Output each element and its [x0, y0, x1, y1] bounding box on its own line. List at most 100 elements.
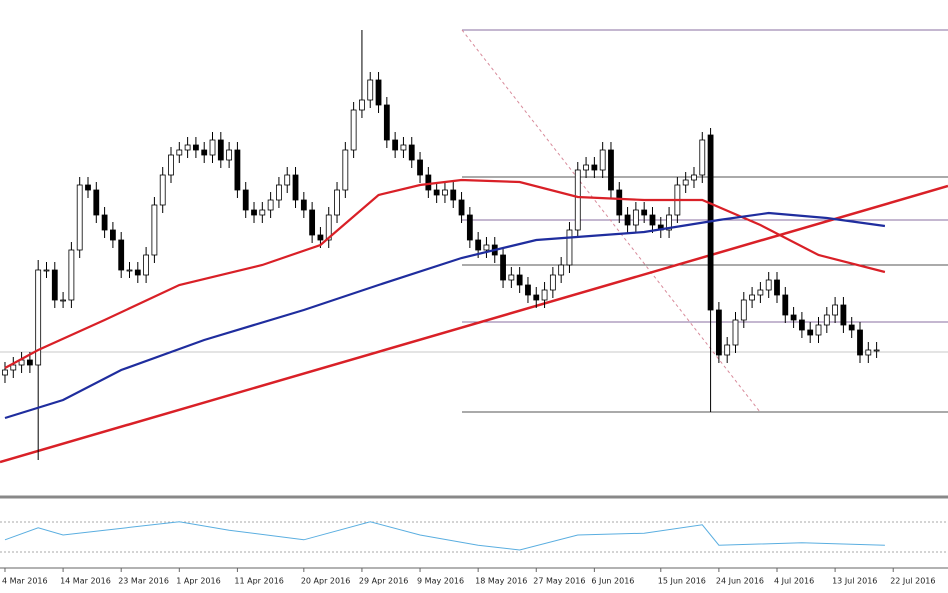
candle-body: [309, 209, 316, 236]
candle-body: [101, 214, 108, 231]
candle-body: [276, 184, 282, 201]
candle-body: [176, 149, 183, 156]
candles: [2, 30, 880, 460]
candle-body: [774, 279, 780, 296]
x-tick-label: 27 May 2016: [533, 577, 585, 586]
candle-body: [193, 144, 199, 151]
candle-body: [2, 369, 8, 376]
candle-body: [699, 139, 706, 176]
candle-body: [798, 319, 805, 331]
candle-body: [533, 294, 540, 301]
candle-body: [458, 199, 465, 216]
candle-body: [93, 189, 100, 216]
candle-body: [840, 304, 847, 326]
candle-body: [765, 279, 772, 291]
candle-body: [749, 294, 755, 301]
x-tick-label: 20 Apr 2016: [301, 577, 350, 586]
candle-body: [400, 144, 407, 151]
candle-body: [259, 209, 266, 216]
candle-body: [807, 329, 814, 336]
candle-body: [857, 329, 863, 356]
candle-body: [168, 154, 174, 176]
candle-body: [475, 239, 482, 251]
candle-body: [583, 164, 589, 171]
candle-body: [873, 349, 880, 352]
x-tick-label: 4 Mar 2016: [2, 577, 48, 586]
candle-body: [832, 304, 839, 316]
candle-body: [118, 239, 125, 271]
moving-average: [4, 211, 886, 420]
candle-body: [608, 149, 614, 191]
candle-body: [334, 189, 340, 216]
candle-body: [815, 324, 822, 336]
candle-body: [359, 99, 365, 111]
x-tick-label: 4 Jul 2016: [774, 577, 814, 586]
x-tick-label: 11 Apr 2016: [234, 577, 283, 586]
candle-body: [226, 149, 233, 161]
drawings: [0, 29, 948, 464]
candle-body: [649, 214, 656, 226]
candle-body: [408, 144, 415, 161]
x-tick-label: 29 Apr 2016: [359, 577, 408, 586]
candle-body: [68, 249, 75, 301]
candle-body: [425, 174, 432, 191]
candle-body: [682, 179, 689, 186]
candle-body: [201, 149, 208, 156]
candle-body: [566, 229, 573, 266]
candle-body: [691, 174, 697, 181]
candle-body: [525, 284, 531, 296]
candle-body: [26, 359, 33, 366]
candle-body: [632, 209, 639, 226]
candle-body: [823, 314, 830, 326]
x-tick-label: 24 Jun 2016: [716, 577, 764, 586]
candle-body: [209, 139, 216, 156]
candle-body: [591, 164, 598, 171]
x-tick-label: 14 Mar 2016: [60, 577, 111, 586]
candle-body: [757, 289, 764, 296]
candle-body: [367, 79, 374, 101]
candle-body: [10, 364, 17, 371]
x-tick-label: 13 Jul 2016: [832, 577, 877, 586]
candle-body: [350, 109, 357, 151]
candle-body: [549, 274, 556, 291]
candle-body: [417, 159, 423, 176]
candle-body: [325, 214, 332, 241]
candle-body: [35, 269, 42, 366]
candle-body: [126, 269, 133, 272]
candle-body: [558, 264, 565, 276]
x-tick-label: 22 Jul 2016: [890, 577, 935, 586]
candle-body: [715, 309, 722, 356]
candle-body: [392, 139, 399, 151]
candle-body: [790, 314, 797, 321]
candle-body: [483, 244, 490, 251]
x-tick-label: 9 May 2016: [417, 577, 464, 586]
candle-body: [143, 254, 150, 276]
candle-body: [51, 269, 58, 301]
candle-body: [375, 79, 382, 106]
candle-body: [442, 189, 448, 196]
x-tick-label: 6 Jun 2016: [591, 577, 634, 586]
candle-body: [865, 349, 872, 356]
candle-body: [616, 189, 623, 216]
candle-body: [292, 174, 299, 201]
candle-body: [848, 324, 855, 331]
candle-body: [184, 144, 191, 151]
x-tick-label: 23 Mar 2016: [118, 577, 169, 586]
candle-body: [151, 204, 158, 256]
candle-body: [599, 149, 606, 171]
candle-body: [724, 344, 731, 356]
x-tick-label: 15 Jun 2016: [658, 577, 706, 586]
candle-body: [242, 189, 249, 211]
candle-body: [217, 139, 224, 161]
candle-body: [85, 184, 91, 191]
candle-body: [109, 229, 116, 241]
candle-body: [383, 104, 390, 141]
x-tick-label: 18 May 2016: [475, 577, 527, 586]
candle-body: [43, 269, 50, 272]
candle-body: [234, 149, 241, 191]
candle-body: [508, 274, 515, 281]
candle-body: [342, 149, 349, 191]
candle-body: [134, 269, 141, 276]
candle-body: [500, 254, 506, 281]
candle-body: [60, 299, 66, 302]
